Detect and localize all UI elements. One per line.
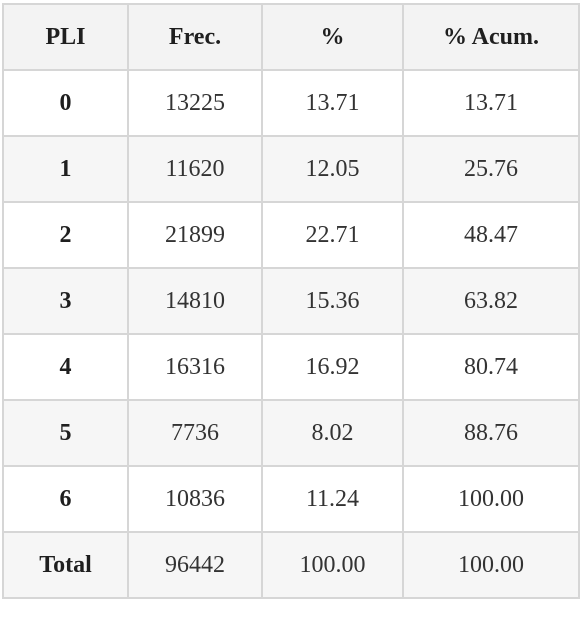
row-label: 4 <box>2 333 129 401</box>
cell-frec: 21899 <box>127 201 263 269</box>
table-row: 1 11620 12.05 25.76 <box>2 135 580 203</box>
header-row: PLI Frec. % % Acum. <box>2 3 580 71</box>
cell-frec: 13225 <box>127 69 263 137</box>
cell-frec: 14810 <box>127 267 263 335</box>
table-row: 4 16316 16.92 80.74 <box>2 333 580 401</box>
cell-cumulative: 25.76 <box>402 135 580 203</box>
cell-percent: 13.71 <box>261 69 404 137</box>
cell-percent: 8.02 <box>261 399 404 467</box>
cell-percent: 12.05 <box>261 135 404 203</box>
row-label: 2 <box>2 201 129 269</box>
table-row: 2 21899 22.71 48.47 <box>2 201 580 269</box>
total-cumulative: 100.00 <box>402 531 580 599</box>
cell-cumulative: 63.82 <box>402 267 580 335</box>
header-cumulative-percent: % Acum. <box>402 3 580 71</box>
cell-percent: 16.92 <box>261 333 404 401</box>
row-label: 1 <box>2 135 129 203</box>
table-row: 0 13225 13.71 13.71 <box>2 69 580 137</box>
frequency-table: PLI Frec. % % Acum. 0 13225 13.71 13.71 … <box>2 3 580 599</box>
row-label: 5 <box>2 399 129 467</box>
total-frec: 96442 <box>127 531 263 599</box>
table-row: 6 10836 11.24 100.00 <box>2 465 580 533</box>
cell-frec: 7736 <box>127 399 263 467</box>
cell-percent: 22.71 <box>261 201 404 269</box>
total-label: Total <box>2 531 129 599</box>
cell-frec: 10836 <box>127 465 263 533</box>
cell-percent: 15.36 <box>261 267 404 335</box>
table-body: 0 13225 13.71 13.71 1 11620 12.05 25.76 … <box>2 69 580 599</box>
cell-cumulative: 48.47 <box>402 201 580 269</box>
row-label: 3 <box>2 267 129 335</box>
header-percent: % <box>261 3 404 71</box>
cell-frec: 11620 <box>127 135 263 203</box>
header-pli: PLI <box>2 3 129 71</box>
cell-cumulative: 13.71 <box>402 69 580 137</box>
cell-cumulative: 100.00 <box>402 465 580 533</box>
cell-percent: 11.24 <box>261 465 404 533</box>
cell-cumulative: 88.76 <box>402 399 580 467</box>
cell-cumulative: 80.74 <box>402 333 580 401</box>
table-header: PLI Frec. % % Acum. <box>2 3 580 71</box>
row-label: 6 <box>2 465 129 533</box>
header-frec: Frec. <box>127 3 263 71</box>
frequency-table-container: PLI Frec. % % Acum. 0 13225 13.71 13.71 … <box>2 3 580 599</box>
row-label: 0 <box>2 69 129 137</box>
total-row: Total 96442 100.00 100.00 <box>2 531 580 599</box>
table-row: 5 7736 8.02 88.76 <box>2 399 580 467</box>
table-row: 3 14810 15.36 63.82 <box>2 267 580 335</box>
total-percent: 100.00 <box>261 531 404 599</box>
cell-frec: 16316 <box>127 333 263 401</box>
